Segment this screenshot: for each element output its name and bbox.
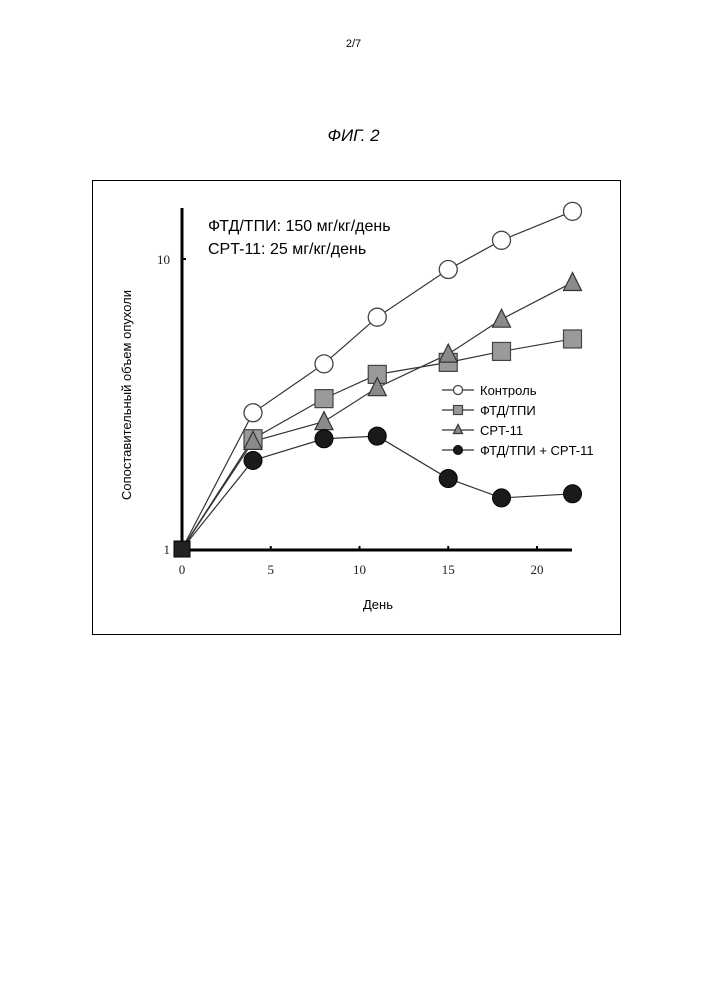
chart-legend: Контроль ФТД/ТПИ CPT-11 ФТД/ТПИ + CPT-11 xyxy=(442,383,594,458)
x-tick-label: 0 xyxy=(179,562,186,577)
data-point xyxy=(244,451,262,469)
data-point xyxy=(315,390,333,408)
x-tick-label: 15 xyxy=(442,562,455,577)
data-point xyxy=(493,342,511,360)
data-point xyxy=(564,485,582,503)
data-point xyxy=(493,309,511,327)
data-point xyxy=(564,330,582,348)
x-tick-label: 20 xyxy=(531,562,544,577)
y-axis-title: Сопоставительный объем опухоли xyxy=(119,290,134,500)
legend-label: ФТД/ТПИ + CPT-11 xyxy=(480,443,594,458)
y-tick-label: 10 xyxy=(157,252,170,267)
legend-label: Контроль xyxy=(480,383,537,398)
data-point xyxy=(315,430,333,448)
x-tick-label: 5 xyxy=(268,562,275,577)
legend-marker xyxy=(454,425,463,434)
data-point xyxy=(439,261,457,279)
data-point xyxy=(315,355,333,373)
data-point xyxy=(368,308,386,326)
legend-label: ФТД/ТПИ xyxy=(480,403,536,418)
legend-marker xyxy=(454,386,463,395)
data-point xyxy=(244,404,262,422)
y-tick-label: 1 xyxy=(164,542,171,557)
data-point xyxy=(368,427,386,445)
x-axis-title: День xyxy=(363,597,393,612)
legend-marker xyxy=(454,406,463,415)
chart-annotations: ФТД/ТПИ: 150 мг/кг/день CPT-11: 25 мг/кг/… xyxy=(208,218,391,258)
chart-annotation: ФТД/ТПИ: 150 мг/кг/день xyxy=(208,218,391,235)
data-point xyxy=(174,541,190,557)
data-point xyxy=(564,272,582,290)
data-point xyxy=(439,470,457,488)
data-point xyxy=(493,231,511,249)
data-point xyxy=(564,202,582,220)
chart-annotation: CPT-11: 25 мг/кг/день xyxy=(208,241,366,258)
data-point xyxy=(315,412,333,430)
legend-label: CPT-11 xyxy=(480,423,523,438)
data-point xyxy=(493,489,511,507)
legend-marker xyxy=(454,446,463,455)
x-tick-label: 10 xyxy=(353,562,366,577)
